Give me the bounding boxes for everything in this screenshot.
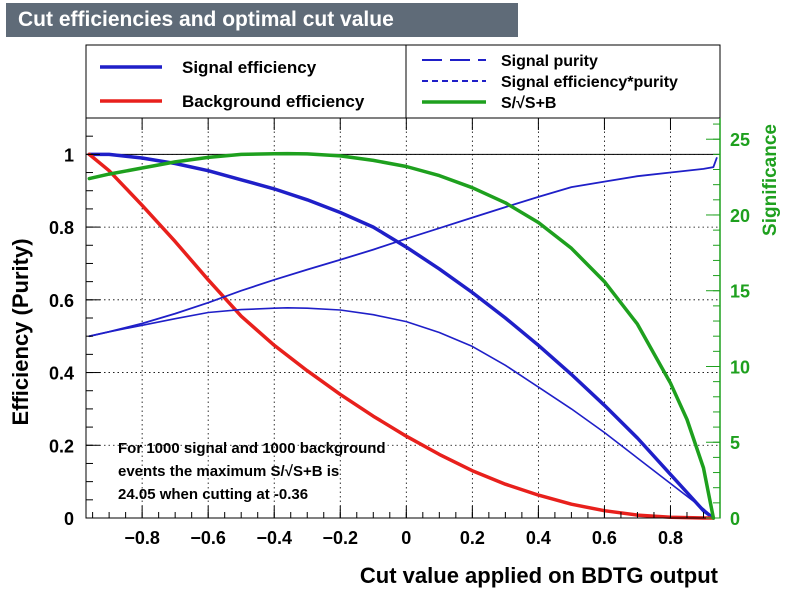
y-tick-label-4: 0.8 (49, 218, 74, 238)
legend-label-right-0: Signal purity (501, 53, 598, 70)
annotation-line-3: 24.05 when cutting at -0.36 (118, 486, 308, 503)
series-line-3 (88, 306, 715, 519)
x-tick-label-7: 0.6 (592, 528, 617, 548)
annotation-line-2: events the maximum S/√S+B is (118, 463, 339, 480)
x-tick-label-6: 0.4 (526, 528, 551, 548)
legend-label-left-0: Signal efficiency (182, 58, 317, 77)
y2-tick-label-0: 0 (730, 509, 740, 529)
y-tick-label-1: 0.2 (49, 436, 74, 456)
legend-label-right-1: Signal efficiency*purity (501, 74, 678, 91)
x-tick-label-2: −0.4 (256, 528, 292, 548)
y2-axis-label: Significance (760, 124, 781, 236)
series-line-0 (87, 152, 716, 520)
y2-tick-label-1: 5 (730, 433, 740, 453)
chart-title: Cut efficiencies and optimal cut value (6, 3, 518, 37)
y-tick-label-5: 1 (64, 145, 74, 165)
legend-label-right-2: S/√S+B (501, 95, 556, 112)
legend-label-left-1: Background efficiency (182, 92, 365, 111)
y-axis-label: Efficiency (Purity) (8, 238, 33, 425)
series-line-1 (87, 152, 716, 520)
y-tick-label-2: 0.4 (49, 364, 74, 384)
series (86, 151, 720, 520)
legend-box-left (85, 44, 407, 119)
x-tick-label-8: 0.8 (658, 528, 683, 548)
y-tick-label-0: 0 (64, 509, 74, 529)
y2-tick-label-5: 25 (730, 130, 750, 150)
series-line-4 (87, 151, 716, 520)
annotation: For 1000 signal and 1000 background even… (118, 440, 386, 503)
series-line-2 (88, 157, 718, 338)
legend-box-right (405, 44, 721, 119)
legend: Signal efficiency Background efficiency Si… (100, 53, 678, 112)
plot-area (86, 118, 720, 518)
annotation-line-1: For 1000 signal and 1000 background (118, 440, 386, 457)
x-axis-label: Cut value applied on BDTG output (360, 563, 719, 588)
y2-tick-label-2: 10 (730, 357, 750, 377)
x-tick-label-3: −0.2 (322, 528, 358, 548)
y-tick-label-3: 0.6 (49, 291, 74, 311)
axes: 0 0.2 0.4 0.6 0.8 1 −0.8 −0.6 −0.4 −0.2 0 0.2 0.4 0.6… (49, 117, 750, 548)
x-tick-label-4: 0 (401, 528, 411, 548)
y2-tick-label-4: 20 (730, 206, 750, 226)
x-tick-label-0: −0.8 (124, 528, 160, 548)
x-tick-label-5: 0.2 (460, 528, 485, 548)
grid (86, 118, 720, 519)
y2-tick-label-3: 15 (730, 282, 750, 302)
x-tick-label-1: −0.6 (190, 528, 226, 548)
